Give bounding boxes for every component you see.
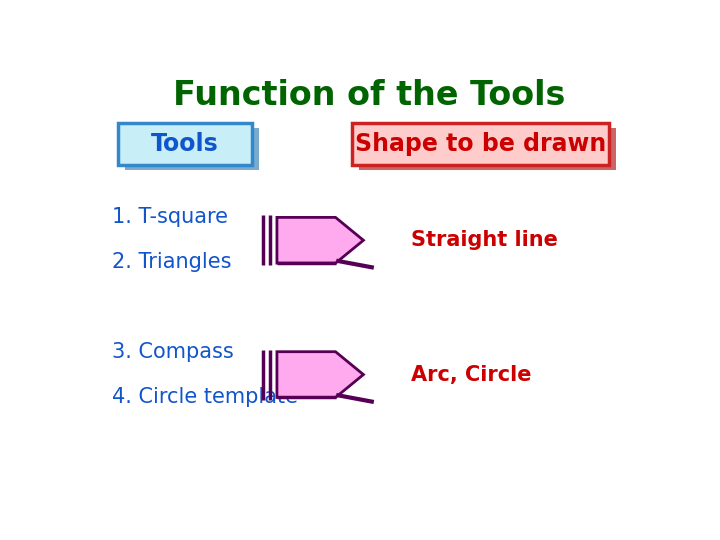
Text: Straight line: Straight line [411, 230, 558, 250]
Bar [118, 123, 252, 165]
Text: 2. Triangles: 2. Triangles [112, 252, 232, 272]
Bar [125, 128, 258, 170]
Text: 4. Circle template: 4. Circle template [112, 387, 298, 408]
Bar [359, 128, 616, 170]
Text: Arc, Circle: Arc, Circle [411, 364, 531, 384]
Text: 1. T-square: 1. T-square [112, 207, 228, 227]
Polygon shape [277, 218, 364, 263]
Polygon shape [277, 352, 364, 397]
Text: Function of the Tools: Function of the Tools [173, 79, 565, 112]
Text: Tools: Tools [151, 132, 219, 156]
Bar [352, 123, 609, 165]
Text: 3. Compass: 3. Compass [112, 342, 234, 362]
Text: Shape to be drawn: Shape to be drawn [355, 132, 606, 156]
